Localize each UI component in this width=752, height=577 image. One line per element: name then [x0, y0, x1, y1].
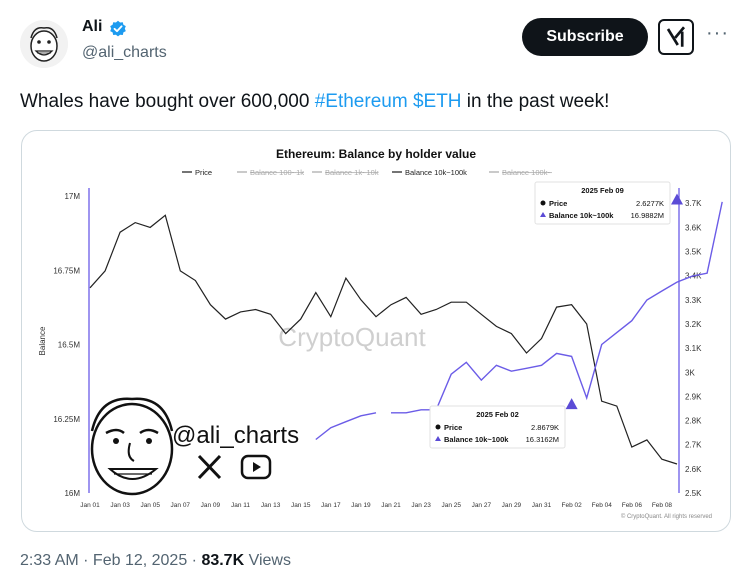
- x-tick: Jan 13: [261, 502, 281, 509]
- price-dot-icon: [435, 424, 441, 430]
- tooltip-price-value: 2.6277K: [636, 199, 664, 208]
- x-tick: Feb 04: [592, 502, 613, 509]
- tooltip-price-label: Price: [444, 423, 462, 432]
- cryptoquant-watermark: CryptoQuant: [278, 322, 426, 352]
- x-tick: Jan 19: [351, 502, 371, 509]
- legend-item: Balance 1k~10k: [325, 168, 379, 177]
- x-tick: Jan 01: [80, 502, 100, 509]
- author-name[interactable]: Ali: [82, 18, 103, 35]
- subscribe-button[interactable]: Subscribe: [522, 18, 648, 56]
- x-tick: Jan 15: [291, 502, 311, 509]
- author-handle[interactable]: @ali_charts: [82, 44, 167, 61]
- y-tick-right: 2.9K: [685, 392, 702, 401]
- y-tick-right: 2.6K: [685, 465, 702, 474]
- y-tick-left: 17M: [64, 192, 80, 201]
- x-tick: Jan 09: [201, 502, 221, 509]
- y-tick-right: 3.3K: [685, 296, 702, 305]
- cartoon-face-avatar-icon: [20, 20, 68, 68]
- meta-separator: ·: [78, 552, 93, 569]
- more-options-icon[interactable]: ···: [706, 22, 729, 44]
- tooltip-price-value: 2.8679K: [531, 423, 559, 432]
- y-tick-right: 2.8K: [685, 417, 702, 426]
- tooltip-date: 2025 Feb 09: [581, 186, 624, 195]
- x-tick: Jan 11: [231, 502, 250, 509]
- y-tick-right: 3.7K: [685, 199, 702, 208]
- x-tick: Jan 29: [502, 502, 522, 509]
- y-tick-right: 3.5K: [685, 248, 702, 257]
- y-axis-label: Balance: [38, 326, 47, 355]
- x-tick: Jan 27: [472, 502, 492, 509]
- x-tick: Jan 17: [321, 502, 341, 509]
- youtube-icon: [240, 454, 272, 480]
- chart-legend: Price Balance 100~1k Balance 1k~10k Balance…: [182, 168, 552, 177]
- balance-marker-feb02: [565, 398, 578, 410]
- tweet-text-end: in the past week!: [461, 91, 610, 112]
- balance-10k-100k-line: [391, 201, 723, 414]
- tooltip-balance-label: Balance 10k~100k: [549, 211, 614, 220]
- x-tick: Jan 25: [441, 502, 461, 509]
- views-count: 83.7K: [201, 552, 245, 569]
- y-tick-left: 16M: [64, 489, 80, 498]
- tweet-text: Whales have bought over 600,000 #Ethereu…: [20, 90, 609, 114]
- balance-triangle-icon: [435, 436, 441, 441]
- copyright-footer: © CryptoQuant. All rights reserved: [621, 513, 712, 520]
- chart-title: Ethereum: Balance by holder value: [276, 147, 476, 161]
- tooltip-balance-value: 16.9882M: [631, 211, 664, 220]
- y-tick-right: 3.6K: [685, 223, 702, 232]
- x-tick: Feb 06: [622, 502, 643, 509]
- x-tick: Jan 03: [110, 502, 130, 509]
- y-tick-left: 16.5M: [58, 341, 81, 350]
- legend-item: Balance 10k~100k: [405, 168, 467, 177]
- legend-item: Price: [195, 168, 212, 177]
- y-tick-right: 3K: [685, 368, 695, 377]
- legend-item: Balance 100k~: [502, 168, 552, 177]
- tooltip-balance-label: Balance 10k~100k: [444, 435, 509, 444]
- verified-badge-icon: [110, 20, 126, 37]
- y-tick-right: 3.2K: [685, 320, 702, 329]
- hashtag-link[interactable]: #Ethereum: [314, 91, 408, 112]
- tooltip-date: 2025 Feb 02: [476, 410, 519, 419]
- post-time[interactable]: 2:33 AM: [20, 552, 79, 569]
- views-label: Views: [244, 552, 291, 569]
- tooltip-background: [534, 181, 671, 225]
- x-tick: Feb 02: [562, 502, 583, 509]
- price-dot-icon: [540, 200, 546, 206]
- post-date[interactable]: Feb 12, 2025: [92, 552, 188, 569]
- overlay-handle: @ali_charts: [172, 422, 299, 449]
- x-tick: Feb 08: [652, 502, 673, 509]
- x-tick: Jan 23: [411, 502, 431, 509]
- balance-10k-100k-line: [315, 412, 377, 441]
- x-tick: Jan 31: [532, 502, 552, 509]
- y-tick-right: 2.7K: [685, 441, 702, 450]
- tooltip-background: [429, 405, 566, 449]
- y-tick-left: 16.25M: [53, 415, 80, 424]
- cashtag-link[interactable]: $ETH: [412, 91, 462, 112]
- cartoon-face-logo: [90, 397, 174, 496]
- y-tick-right: 2.5K: [685, 489, 702, 498]
- tooltip-price-label: Price: [549, 199, 567, 208]
- post-meta: 2:33 AM · Feb 12, 2025 · 83.7K Views: [20, 552, 291, 570]
- tooltip-box: 2025 Feb 02 Price 2.8679K Balance 10k~100k 1…: [429, 405, 566, 449]
- x-icon: [197, 454, 222, 480]
- chart-image[interactable]: Ethereum: Balance by holder value Price B…: [21, 130, 731, 532]
- y-tick-left: 16.75M: [53, 266, 80, 275]
- overlay-logo: @ali_charts: [90, 397, 299, 496]
- y-tick-right: 3.1K: [685, 344, 702, 353]
- x-tick: Jan 07: [171, 502, 191, 509]
- meta-separator: ·: [187, 552, 202, 569]
- x-tick: Jan 21: [381, 502, 401, 509]
- balance-marker-feb09: [671, 193, 683, 205]
- author-avatar[interactable]: [20, 20, 68, 68]
- tooltip-balance-value: 16.3162M: [526, 435, 559, 444]
- legend-item: Balance 100~1k: [250, 168, 304, 177]
- balance-triangle-icon: [540, 212, 546, 217]
- tweet-text-plain: Whales have bought over 600,000: [20, 91, 315, 112]
- x-tick: Jan 05: [140, 502, 160, 509]
- grok-icon[interactable]: [658, 19, 694, 55]
- tooltip-box: 2025 Feb 09 Price 2.6277K Balance 10k~100k 1…: [534, 181, 671, 225]
- balance-chart: Ethereum: Balance by holder value Price B…: [38, 147, 723, 520]
- price-line: [89, 214, 678, 465]
